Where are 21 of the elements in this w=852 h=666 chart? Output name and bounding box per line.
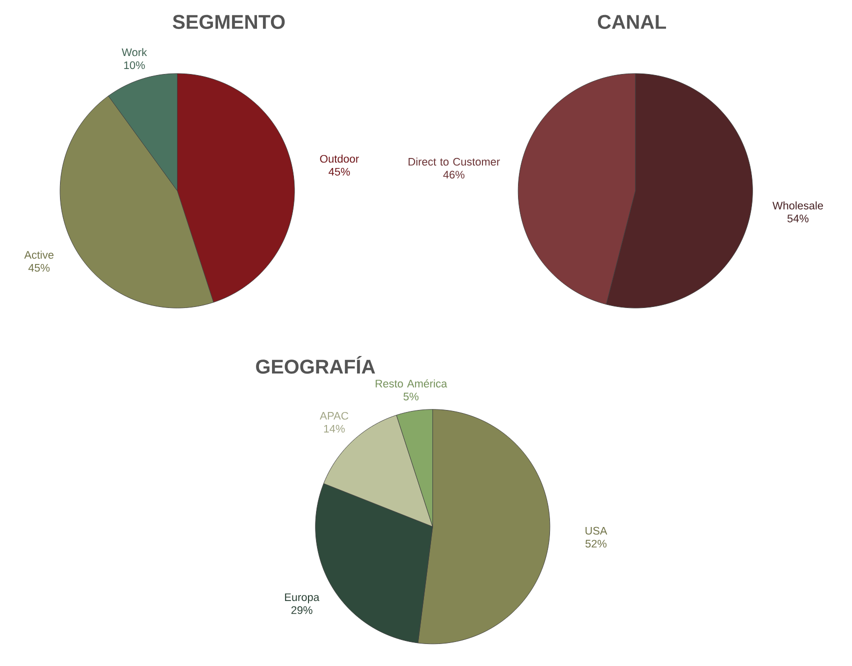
data-label: 5%	[404, 392, 418, 401]
data-label: 14%	[324, 425, 345, 433]
slice-label: USA	[586, 527, 608, 535]
data-label: 10%	[124, 61, 145, 70]
data-label: 29%	[291, 606, 312, 614]
slice-label: APAC	[320, 412, 348, 420]
slice-label: Active	[24, 250, 54, 259]
slice-label: Resto América	[376, 379, 448, 388]
slice-label: Work	[122, 48, 147, 56]
slice-label: Outdoor	[320, 154, 359, 163]
data-label: 54%	[787, 214, 808, 222]
data-label: 46%	[443, 170, 464, 179]
data-label: 45%	[328, 168, 350, 176]
data-label: 52%	[585, 540, 607, 548]
chart-title: CANAL	[598, 15, 666, 30]
slice-label: Direct to Customer	[408, 158, 500, 166]
data-label: 45%	[28, 264, 50, 272]
slice-label: Europa	[285, 594, 320, 604]
chart-title: GEOGRAFÍA	[256, 356, 376, 374]
slice-label: Wholesale	[772, 202, 823, 210]
chart-title: SEGMENTO	[172, 15, 285, 30]
